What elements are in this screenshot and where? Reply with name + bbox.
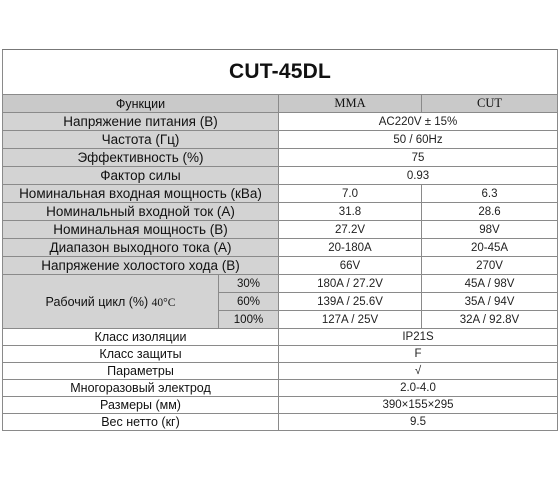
duty-cycle-percent: 100% [218, 310, 279, 329]
row-label: Номинальный входной ток (А) [2, 202, 279, 221]
row-value: 2.0-4.0 [277, 379, 559, 397]
row-value-cut: 28.6 [420, 202, 559, 221]
spec-table: CUT-45DL Функции MMA CUT Напряжение пита… [1, 49, 559, 431]
duty-cycle-temp: 40°C [151, 296, 176, 309]
spec-sheet: CUT-45DL Функции MMA CUT Напряжение пита… [1, 49, 559, 431]
table-row: Эффективность (%) 75 [2, 148, 559, 167]
row-value-cut: 270V [420, 256, 559, 275]
row-label: Вес нетто (кг) [2, 413, 279, 431]
row-label: Номинальная мощность (В) [2, 220, 279, 239]
row-label: Многоразовый электрод [2, 379, 279, 397]
row-value-mma: 20-180A [278, 238, 422, 257]
table-row: Номинальный входной ток (А) 31.8 28.6 [2, 202, 559, 221]
row-label: Класс защиты [2, 345, 279, 363]
table-row: Параметры √ [2, 362, 559, 380]
table-title: CUT-45DL [1, 49, 559, 95]
duty-cycle-mma: 180A / 27.2V [278, 274, 422, 293]
duty-cycle-percent: 30% [218, 274, 279, 293]
row-value-cut: 6.3 [420, 184, 559, 203]
table-row: Номинальная входная мощность (кВа) 7.0 6… [2, 184, 559, 203]
table-row: Напряжение холостого хода (В) 66V 270V [2, 256, 559, 275]
row-value-mma: 66V [278, 256, 422, 275]
table-row: Фактор силы 0.93 [2, 166, 559, 185]
table-row: Диапазон выходного тока (А) 20-180A 20-4… [2, 238, 559, 257]
row-value: 390×155×295 [277, 396, 559, 414]
duty-cycle-row: 60% 139A / 25.6V 35A / 94V [3, 292, 559, 311]
row-value: F [277, 345, 559, 363]
duty-cycle-row: Рабочий цикл (%) 40°C 30% 180A / 27.2V 4… [2, 274, 559, 329]
table-row: Вес нетто (кг) 9.5 [2, 413, 559, 431]
table-row: Напряжение питания (В) AC220V ± 15% [2, 112, 559, 131]
header-functions: Функции [2, 94, 279, 113]
row-value-mma: 7.0 [278, 184, 422, 203]
row-label: Частота (Гц) [2, 130, 279, 149]
duty-cycle-cut: 32A / 92.8V [420, 310, 559, 329]
row-value: 0.93 [277, 166, 559, 185]
duty-cycle-percent: 60% [218, 292, 279, 311]
table-row: Размеры (мм) 390×155×295 [2, 396, 559, 414]
row-label: Фактор силы [2, 166, 279, 185]
table-row: Класс защиты F [2, 345, 559, 363]
row-label: Класс изоляции [2, 328, 279, 346]
duty-cycle-mma: 139A / 25.6V [278, 292, 422, 311]
row-value: IP21S [277, 328, 559, 346]
row-value: AC220V ± 15% [277, 112, 559, 131]
row-label: Напряжение холостого хода (В) [2, 256, 279, 275]
row-value-mma: 27.2V [278, 220, 422, 239]
duty-cycle-text: Рабочий цикл (%) [45, 294, 149, 309]
table-row: Номинальная мощность (В) 27.2V 98V [2, 220, 559, 239]
row-label: Напряжение питания (В) [2, 112, 279, 131]
row-value: 50 / 60Hz [277, 130, 559, 149]
row-value-mma: 31.8 [278, 202, 422, 221]
header-row: Функции MMA CUT [2, 94, 559, 113]
table-row: Класс изоляции IP21S [2, 328, 559, 346]
row-label: Размеры (мм) [2, 396, 279, 414]
header-cut: CUT [420, 94, 559, 113]
row-value-cut: 98V [420, 220, 559, 239]
duty-cycle-cut: 45A / 98V [420, 274, 559, 293]
duty-cycle-mma: 127A / 25V [278, 310, 422, 329]
table-row: Частота (Гц) 50 / 60Hz [2, 130, 559, 149]
table-row: Многоразовый электрод 2.0-4.0 [2, 379, 559, 397]
row-value: 9.5 [277, 413, 559, 431]
header-mma: MMA [278, 94, 422, 113]
row-value: √ [277, 362, 559, 380]
duty-cycle-label: Рабочий цикл (%) 40°C [2, 274, 219, 329]
row-value: 75 [277, 148, 559, 167]
row-label: Эффективность (%) [2, 148, 279, 167]
row-label: Диапазон выходного тока (А) [2, 238, 279, 257]
row-label: Номинальная входная мощность (кВа) [2, 184, 279, 203]
row-value-cut: 20-45A [420, 238, 559, 257]
duty-cycle-cut: 35A / 94V [420, 292, 559, 311]
row-label: Параметры [2, 362, 279, 380]
